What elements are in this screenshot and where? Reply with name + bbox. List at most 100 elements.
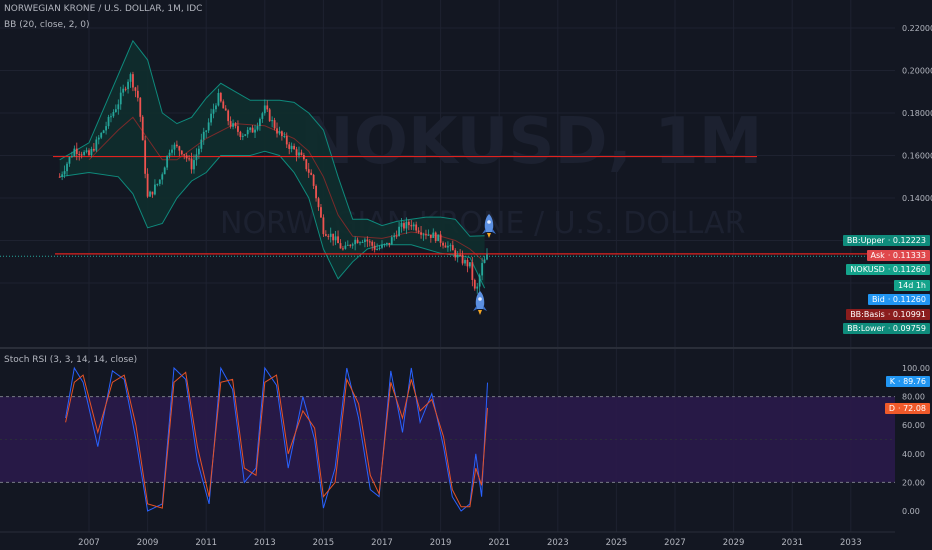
rocket-window	[487, 220, 491, 224]
candle-body	[407, 221, 410, 226]
candle-body	[478, 275, 481, 287]
candle-body	[327, 235, 330, 237]
candle-body	[124, 88, 127, 90]
candle-body	[112, 112, 115, 117]
candle-body	[403, 223, 405, 229]
price-axis-tick: 0.22000	[902, 24, 932, 33]
tag-value: 0.11260	[892, 265, 926, 274]
candle-body	[273, 120, 276, 129]
candle-body	[354, 239, 357, 245]
bb-upper-line	[59, 39, 485, 237]
candle-body	[395, 235, 398, 237]
candle-body	[256, 126, 259, 130]
candle-body	[90, 148, 93, 156]
bb-lower-line	[59, 150, 486, 289]
candle-body	[412, 224, 415, 227]
bb-legend[interactable]: BB (20, close, 2, 0)	[4, 20, 90, 30]
candle-body	[95, 139, 98, 151]
candle-body	[364, 239, 366, 243]
candle-body	[393, 235, 396, 238]
candle-body	[139, 97, 142, 117]
price-tag: Ask · 0.11333	[866, 250, 930, 261]
candle-body	[461, 254, 464, 264]
candle-body	[422, 234, 425, 236]
candle-body	[195, 154, 198, 161]
candle-body	[298, 152, 300, 156]
time-axis-tick: 2013	[254, 538, 276, 548]
candle-body	[332, 233, 335, 241]
rsi-axis-tick: 100.00	[902, 364, 930, 373]
candle-body	[58, 176, 61, 178]
candle-body	[78, 154, 81, 156]
candle-body	[190, 158, 193, 170]
rocket-flame	[487, 233, 491, 238]
price-axis-tick: 0.14000	[902, 194, 932, 203]
candle-body	[334, 236, 337, 241]
candle-body	[432, 232, 435, 238]
candle-body	[383, 244, 386, 246]
price-axis-tick: 0.18000	[902, 109, 932, 118]
candle-body	[146, 173, 149, 197]
candle-body	[444, 245, 447, 248]
rocket-fin	[473, 305, 487, 311]
candle-body	[464, 259, 466, 264]
time-axis-tick: 2031	[781, 538, 803, 548]
candle-body	[251, 127, 254, 133]
candle-body	[163, 167, 166, 175]
candle-body	[212, 109, 215, 114]
candle-body	[193, 160, 195, 170]
price-axis-tick: 0.16000	[902, 152, 932, 161]
tag-label: NOKUSD	[850, 265, 885, 274]
candle-body	[417, 230, 420, 233]
candle-body	[173, 144, 176, 150]
candle-body	[312, 174, 315, 186]
candle-body	[197, 148, 200, 155]
candle-body	[234, 123, 237, 127]
candle-body	[219, 92, 222, 102]
candle-body	[276, 128, 278, 134]
candle-body	[266, 105, 269, 110]
candle-body	[476, 286, 479, 289]
candle-body	[378, 247, 381, 249]
candle-body	[398, 226, 400, 237]
price-tag: BB:Lower · 0.09759	[843, 323, 930, 334]
candle-body	[278, 131, 281, 134]
candle-body	[122, 88, 125, 93]
candle-body	[320, 207, 322, 218]
candle-body	[469, 262, 471, 267]
candle-body	[188, 158, 191, 160]
candle-body	[344, 245, 347, 249]
candle-body	[132, 74, 134, 88]
candle-body	[97, 137, 100, 140]
rsi-legend[interactable]: Stoch RSI (3, 3, 14, 14, close)	[4, 355, 138, 365]
rocket-flame	[478, 310, 482, 315]
rocket-fin	[482, 228, 496, 234]
candle-body	[134, 87, 137, 91]
candle-body	[217, 92, 220, 106]
bb-band-fill	[59, 40, 485, 289]
candle-body	[288, 144, 291, 149]
candle-body	[307, 169, 310, 173]
symbol-legend[interactable]: NORWEGIAN KRONE / U.S. DOLLAR, 1M, IDC	[4, 4, 203, 14]
candle-body	[349, 244, 352, 246]
candle-body	[420, 232, 422, 235]
tag-value: 0.11260	[892, 295, 926, 304]
candle-body	[178, 146, 181, 151]
candle-body	[154, 184, 156, 195]
tag-label: Ask	[870, 251, 885, 260]
rsi-value-tag: K · 89.76	[885, 376, 930, 387]
candle-body	[293, 145, 295, 150]
time-axis-tick: 2009	[137, 538, 159, 548]
watermark-name: NORWEGIAN KRONE / U.S. DOLLAR	[220, 206, 745, 241]
candle-body	[427, 234, 430, 236]
candle-body	[166, 155, 169, 168]
rsi-value-tag: D · 72.08	[884, 403, 930, 414]
candle-body	[310, 172, 313, 175]
candle-body	[324, 234, 327, 236]
candle-body	[271, 120, 274, 122]
candle-body	[117, 104, 120, 110]
candle-body	[405, 221, 408, 229]
candle-body	[447, 245, 449, 248]
candle-body	[317, 198, 320, 208]
